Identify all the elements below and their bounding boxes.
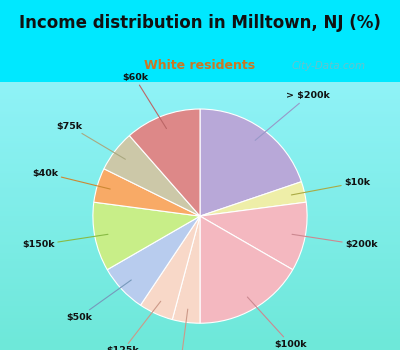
Wedge shape <box>94 169 200 216</box>
Wedge shape <box>200 182 306 216</box>
Text: $60k: $60k <box>122 73 166 128</box>
Text: $40k: $40k <box>32 169 110 189</box>
Wedge shape <box>107 216 200 305</box>
Text: $30k: $30k <box>168 309 194 350</box>
Text: $100k: $100k <box>247 297 306 349</box>
Text: Income distribution in Milltown, NJ (%): Income distribution in Milltown, NJ (%) <box>19 14 381 32</box>
Wedge shape <box>129 109 200 216</box>
Text: $50k: $50k <box>66 280 131 322</box>
Wedge shape <box>104 135 200 216</box>
Text: White residents: White residents <box>144 59 256 72</box>
Wedge shape <box>140 216 200 320</box>
Wedge shape <box>93 202 200 270</box>
Text: $10k: $10k <box>291 178 370 195</box>
Wedge shape <box>172 216 200 323</box>
Text: $200k: $200k <box>292 234 378 250</box>
Text: City-Data.com: City-Data.com <box>292 61 366 71</box>
Wedge shape <box>200 109 302 216</box>
Text: $75k: $75k <box>57 122 125 159</box>
Text: $150k: $150k <box>22 234 108 250</box>
Text: > $200k: > $200k <box>255 91 330 140</box>
Wedge shape <box>200 216 293 323</box>
Wedge shape <box>200 202 307 270</box>
Text: $125k: $125k <box>106 301 161 350</box>
